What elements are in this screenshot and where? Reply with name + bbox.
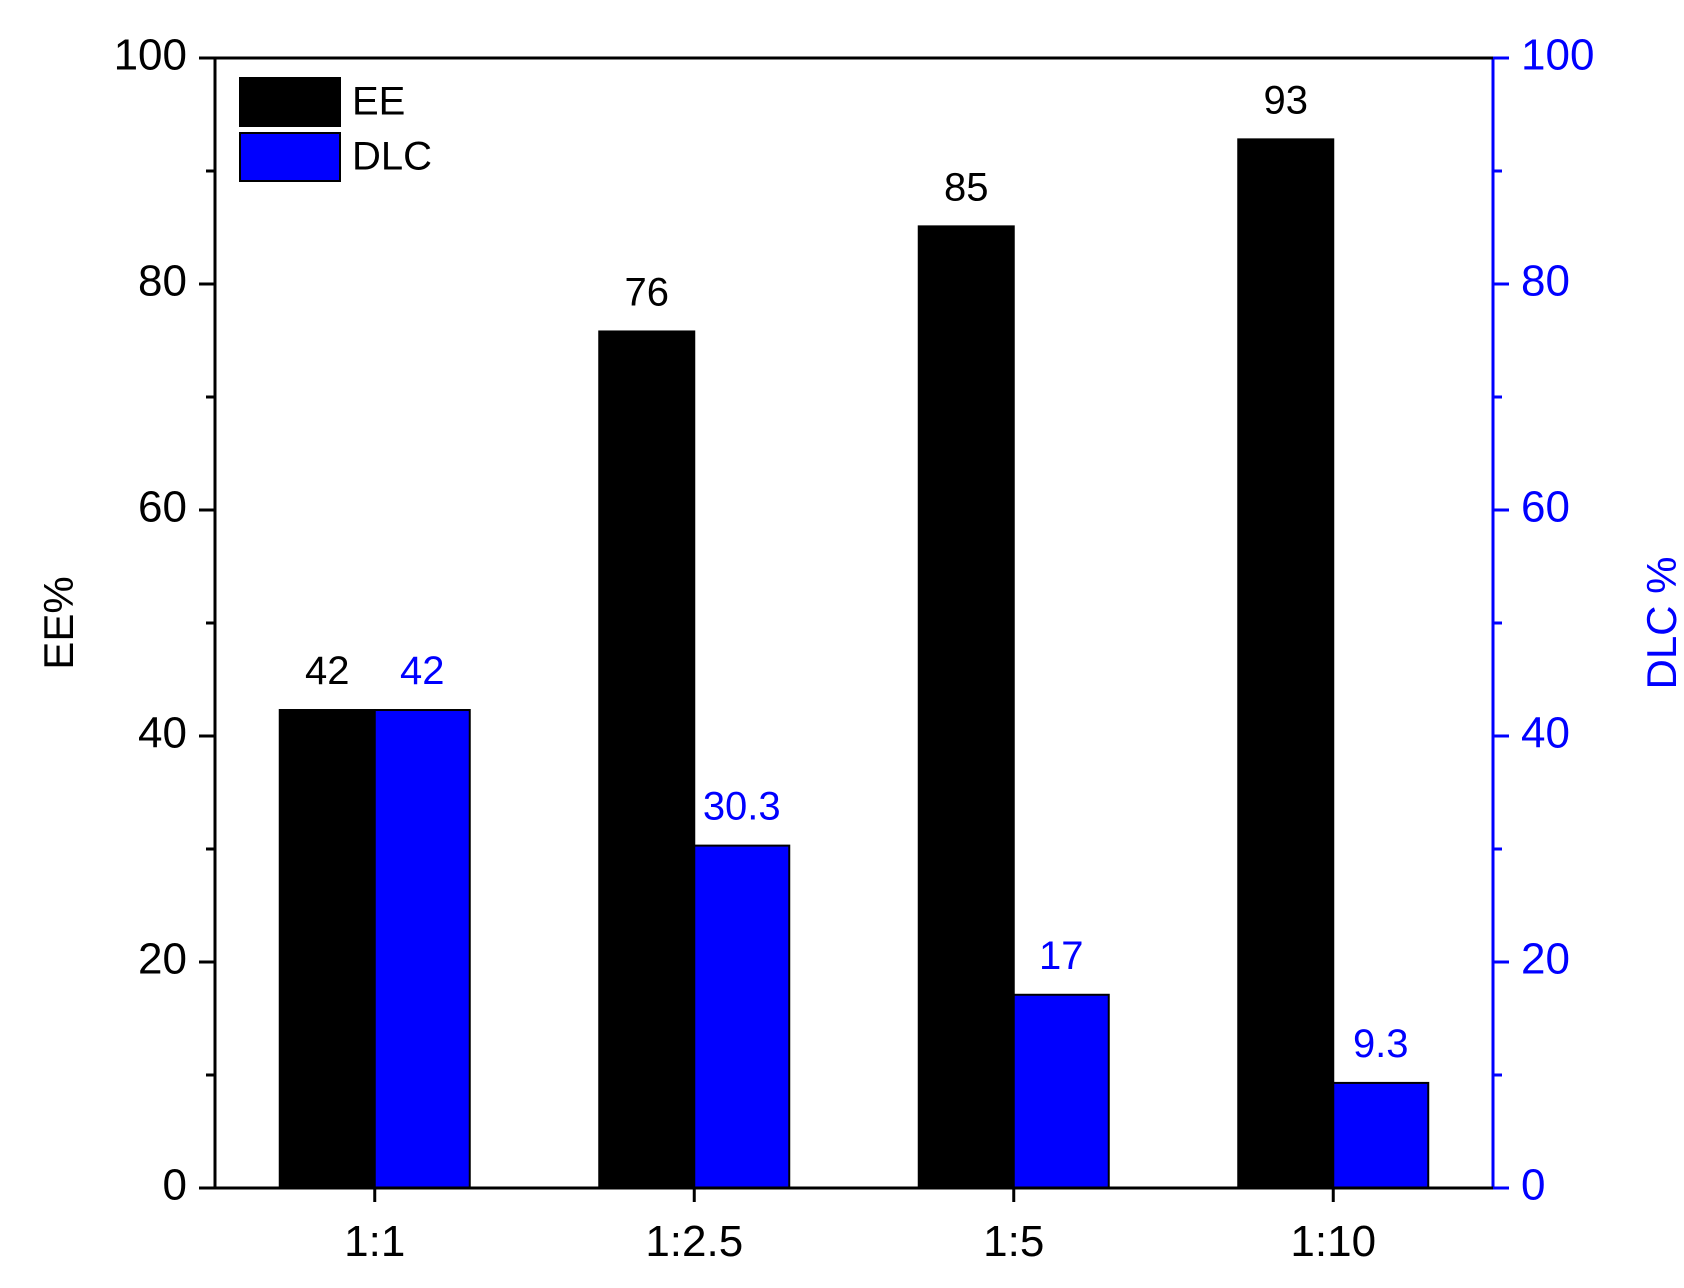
data-label-dlc-1: 42 [400,649,445,693]
data-label-ee-1: 42 [305,649,350,693]
y-tick-label-100: 100 [114,31,187,80]
x-tick-label-2: 1:2.5 [645,1217,743,1266]
legend-label-ee: EE [352,80,405,124]
data-label-dlc-2: 30.3 [703,785,781,829]
bar-ee-3 [917,225,1015,1189]
y-tick-label-80: 80 [138,257,187,306]
legend-label-dlc: DLC [352,135,432,179]
x-tick-label-4: 1:10 [1290,1217,1376,1266]
legend-swatch-dlc [239,132,341,182]
y2-tick-label-0: 0 [1521,1161,1545,1210]
y2-tick-label-80: 80 [1521,257,1570,306]
y-tick-label-20: 20 [138,935,187,984]
bar-dlc-3 [1012,993,1110,1190]
bars-layer [278,138,1430,1190]
data-label-dlc-3: 17 [1039,934,1084,978]
bar-dlc-1 [373,709,471,1189]
data-label-dlc-4: 9.3 [1353,1022,1409,1066]
legend-swatch-ee [239,77,341,127]
ticks-layer: 1:1 1:2.5 1:5 1:10 0 20 40 60 80 100 0 20 40 60 80 100 [114,31,1595,1266]
y-axis-title: EE% [35,576,82,669]
y2-tick-label-20: 20 [1521,935,1570,984]
y-tick-label-60: 60 [138,483,187,532]
y-tick-label-0: 0 [163,1161,187,1210]
x-tick-label-3: 1:5 [983,1217,1044,1266]
y2-tick-label-40: 40 [1521,709,1570,758]
y2-tick-label-60: 60 [1521,483,1570,532]
bar-dlc-2 [693,844,791,1189]
x-tick-label-1: 1:1 [344,1217,405,1266]
y2-tick-label-100: 100 [1521,31,1594,80]
y-tick-label-40: 40 [138,709,187,758]
data-label-ee-2: 76 [625,270,670,314]
labels-layer: 42 42 76 30.3 85 17 93 9.3 [305,78,1409,1066]
data-label-ee-3: 85 [944,165,989,209]
y2-axis-title: DLC % [1638,556,1684,689]
legend: EE DLC [239,77,432,182]
data-label-ee-4: 93 [1264,78,1309,122]
bar-ee-1 [278,709,376,1189]
bar-ee-4 [1237,138,1335,1190]
bar-dlc-4 [1332,1081,1430,1190]
bar-ee-2 [598,330,696,1189]
